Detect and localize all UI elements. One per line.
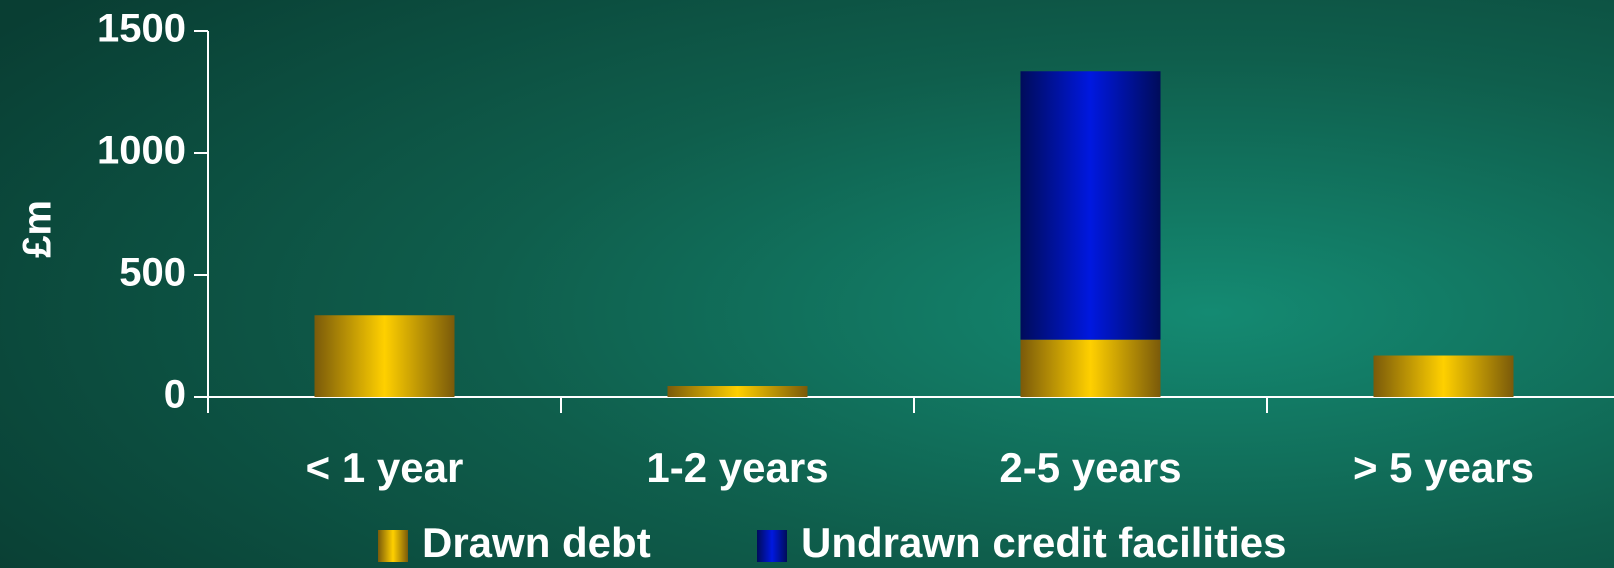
x-tick-label: 1-2 years	[646, 444, 828, 491]
y-tick-label: 1500	[97, 7, 186, 51]
y-tick-label: 1000	[97, 129, 186, 173]
bar-segment	[1020, 71, 1161, 340]
legend-swatch	[378, 530, 408, 562]
bar-segment	[667, 386, 808, 397]
y-axis-label: £m	[16, 200, 60, 258]
bar-segment	[1020, 339, 1161, 397]
bar-segment	[314, 315, 455, 397]
x-tick-label: 2-5 years	[999, 444, 1181, 491]
bar-segment	[1373, 355, 1514, 397]
y-tick-label: 0	[164, 373, 186, 417]
legend-swatch	[757, 530, 787, 562]
legend-label: Undrawn credit facilities	[801, 519, 1286, 566]
x-tick-label: > 5 years	[1353, 444, 1534, 491]
x-tick-label: < 1 year	[306, 444, 464, 491]
y-tick-label: 500	[119, 251, 186, 295]
legend-label: Drawn debt	[422, 519, 651, 566]
